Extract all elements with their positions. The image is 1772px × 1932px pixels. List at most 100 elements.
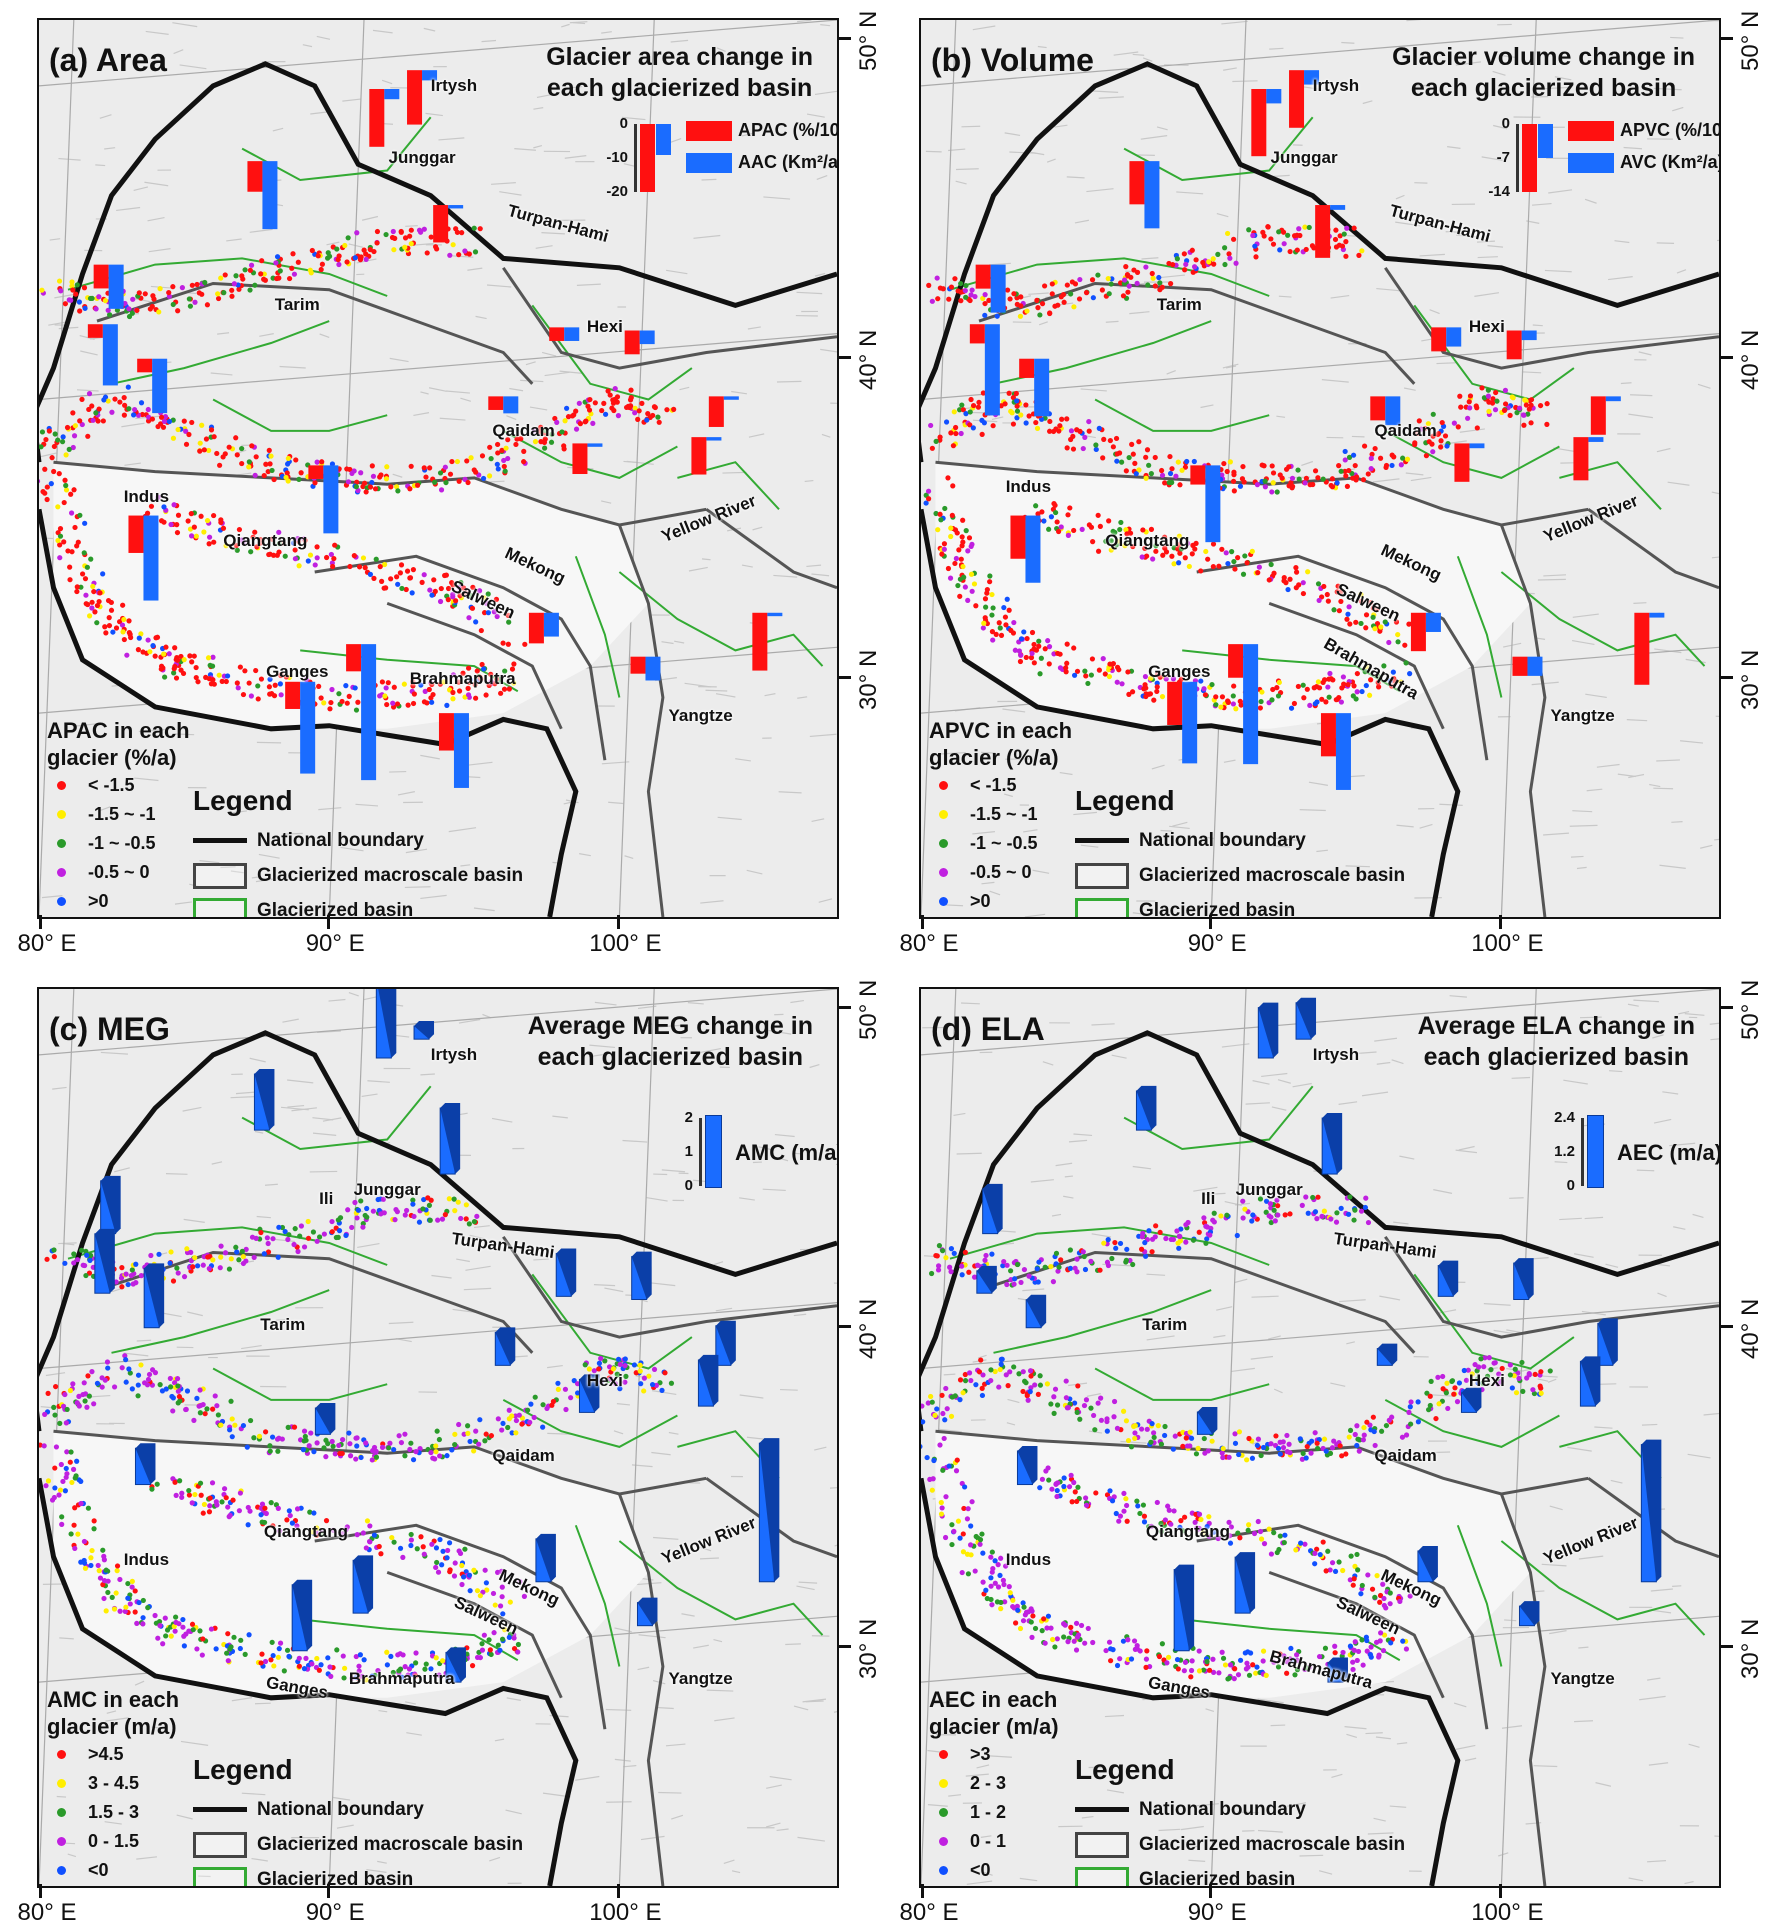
terrain-hatch bbox=[765, 1822, 781, 1828]
glacier-dot bbox=[207, 1503, 213, 1509]
glacier-dot bbox=[105, 307, 111, 313]
glacier-dot bbox=[641, 1375, 647, 1381]
glacier-dot bbox=[190, 1264, 196, 1270]
glacier-dot bbox=[998, 1606, 1004, 1612]
glacier-dot bbox=[945, 475, 951, 481]
terrain-hatch bbox=[1636, 1169, 1655, 1172]
basin-bar-apac bbox=[752, 612, 768, 671]
terrain-hatch bbox=[180, 1740, 209, 1746]
glacier-dot bbox=[1451, 420, 1457, 426]
glacier-dot bbox=[1004, 1262, 1010, 1268]
glacier-dot bbox=[1144, 447, 1151, 453]
glacier-dot bbox=[1119, 459, 1125, 465]
glacier-dot bbox=[439, 1562, 445, 1568]
glacier-dot bbox=[1507, 412, 1513, 418]
terrain-hatch bbox=[693, 234, 721, 239]
glacier-dot bbox=[623, 1373, 629, 1379]
glacierized-basin-boundary bbox=[1456, 555, 1503, 698]
glacier-dot bbox=[219, 1499, 225, 1505]
glacier-dot bbox=[960, 517, 966, 523]
glacierized-basin-boundary bbox=[67, 257, 388, 297]
glacier-dot bbox=[472, 249, 479, 255]
glacier-dot bbox=[966, 1269, 972, 1275]
terrain-hatch bbox=[658, 1024, 681, 1028]
glacier-dot bbox=[428, 1666, 434, 1672]
glacier-dot bbox=[242, 1651, 248, 1657]
inset-example-bar bbox=[640, 124, 655, 192]
lat-tick bbox=[837, 36, 851, 40]
glacier-dot bbox=[168, 1249, 174, 1255]
glacier-dot bbox=[352, 685, 358, 691]
glacierized-basin-boundary bbox=[502, 430, 678, 479]
basin-bar-apac bbox=[630, 656, 646, 674]
glacier-dot bbox=[961, 574, 967, 580]
glacier-dot bbox=[246, 1632, 252, 1638]
terrain-hatch bbox=[1141, 257, 1159, 260]
glacier-dot bbox=[89, 605, 95, 611]
basin-bar-avc bbox=[990, 264, 1006, 313]
glacier-dot bbox=[1162, 534, 1168, 540]
macroscale-basin-boundary bbox=[978, 281, 1416, 385]
lon-tick-label: 90° E bbox=[305, 930, 365, 957]
glacier-dot bbox=[1063, 1378, 1069, 1384]
inset-example-bar bbox=[1522, 124, 1537, 192]
glacier-dot bbox=[990, 605, 996, 611]
terrain-hatch bbox=[1374, 1037, 1398, 1042]
terrain-hatch bbox=[714, 1717, 735, 1722]
glacier-dot bbox=[1041, 1616, 1047, 1622]
glacier-dot bbox=[89, 599, 95, 605]
glacier-dot bbox=[201, 1501, 208, 1508]
glacier-dot bbox=[1314, 1216, 1320, 1222]
glacier-dot bbox=[485, 591, 491, 597]
basin-label: Brahmaputra bbox=[409, 668, 516, 688]
glacier-dot bbox=[497, 1603, 504, 1609]
glacier-dot bbox=[270, 1523, 276, 1529]
glacier-dot bbox=[615, 1372, 621, 1378]
terrain-hatch bbox=[669, 138, 682, 144]
glacier-dot bbox=[1027, 1389, 1033, 1395]
glacier-dot bbox=[1023, 1380, 1029, 1386]
glacier-dot bbox=[1363, 1195, 1369, 1201]
glacier-dot bbox=[1321, 583, 1327, 590]
basin-bar-aac bbox=[767, 612, 783, 617]
glacier-dot bbox=[1037, 671, 1043, 677]
glacier-dot bbox=[194, 1395, 200, 1401]
glacier-dot bbox=[77, 308, 83, 314]
terrain-hatch bbox=[1504, 1619, 1517, 1622]
terrain-hatch bbox=[264, 1183, 278, 1186]
terrain-hatch bbox=[809, 1063, 820, 1069]
terrain-hatch bbox=[796, 1585, 815, 1591]
terrain-hatch bbox=[1231, 1367, 1255, 1373]
glacier-dot bbox=[608, 1376, 614, 1382]
glacier-dot bbox=[261, 472, 267, 479]
glacier-dot bbox=[481, 595, 487, 601]
glacier-dot bbox=[235, 685, 241, 691]
lat-tick-label: 40° N bbox=[855, 1299, 882, 1360]
dot-legend-label: <0 bbox=[88, 1860, 109, 1880]
terrain-hatch bbox=[651, 1451, 671, 1456]
national-boundary bbox=[39, 1030, 837, 1432]
glacier-dot bbox=[78, 1500, 84, 1507]
glacier-dot bbox=[329, 461, 336, 467]
glacier-dot bbox=[93, 410, 99, 416]
glacier-dot bbox=[1204, 1659, 1210, 1665]
glacier-dot bbox=[1114, 1425, 1121, 1431]
terrain-hatch bbox=[144, 181, 169, 187]
glacier-dot bbox=[119, 1284, 125, 1290]
glacier-dot bbox=[329, 1229, 335, 1235]
glacier-dot bbox=[997, 1366, 1003, 1373]
glacier-dot bbox=[79, 396, 85, 402]
glacier-dot bbox=[970, 425, 976, 431]
glacier-dot bbox=[1415, 430, 1421, 436]
glacier-dot bbox=[509, 666, 516, 672]
glacier-dot bbox=[212, 1393, 218, 1399]
glacier-dot bbox=[141, 1380, 148, 1386]
glacier-dot bbox=[168, 1633, 174, 1639]
glacier-dot bbox=[124, 652, 130, 658]
glacier-dot bbox=[429, 699, 435, 705]
terrain-hatch bbox=[406, 1732, 422, 1736]
glacier-dot bbox=[1294, 1657, 1300, 1663]
glacier-dot bbox=[636, 408, 642, 414]
glacier-dot bbox=[471, 1219, 478, 1225]
glacier-dot bbox=[388, 484, 394, 490]
